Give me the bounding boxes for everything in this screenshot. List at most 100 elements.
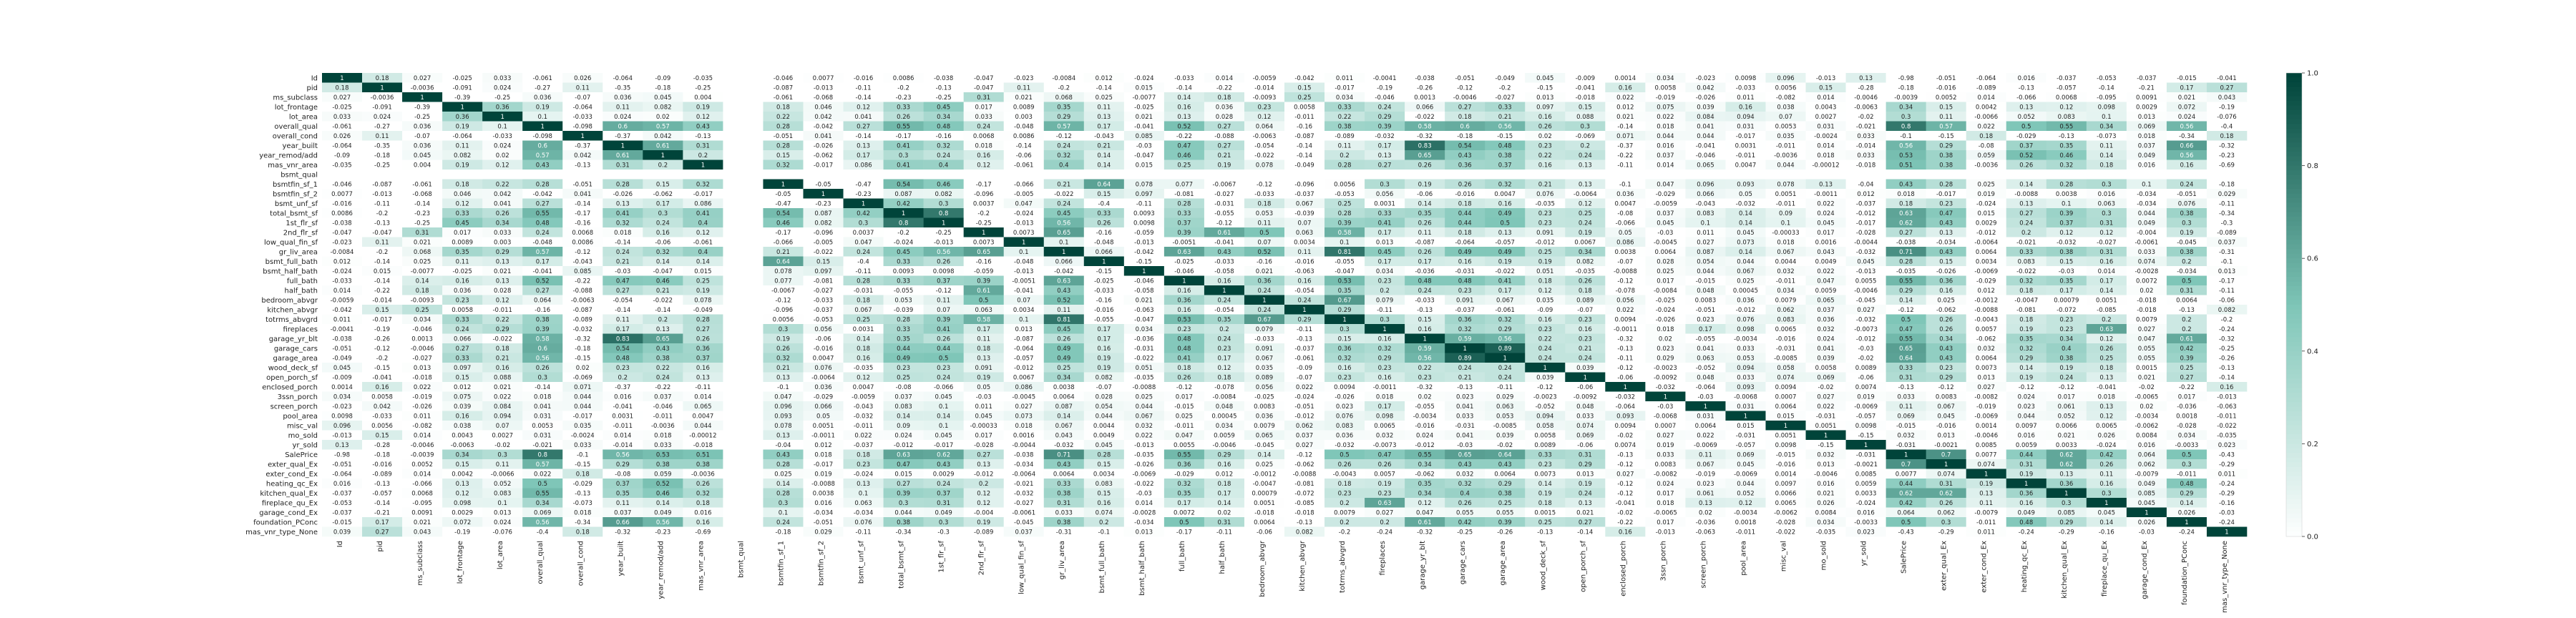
colorbar-tick-label: 0.4 xyxy=(2307,348,2318,355)
heatmap-cell-label: 0.19 xyxy=(2019,471,2033,478)
heatmap-cell-label: 0.38 xyxy=(1939,162,1953,169)
heatmap-cell xyxy=(522,112,563,122)
heatmap-cell xyxy=(1123,170,1165,180)
heatmap-cell-label: 0.26 xyxy=(696,481,710,488)
heatmap-cell-label: 0.038 xyxy=(1777,104,1794,111)
heatmap-cell xyxy=(1445,73,1485,83)
heatmap-cell-label: 1 xyxy=(862,200,865,207)
heatmap-cell-label: 0.0064 xyxy=(1254,519,1275,526)
heatmap-cell-label: -0.087 xyxy=(372,181,391,188)
heatmap-cell-label: -0.13 xyxy=(1537,529,1553,536)
heatmap-cell-label: -0.29 xyxy=(1938,529,1954,536)
heatmap-cell-label: 0.066 xyxy=(1697,191,1714,198)
heatmap-cell-label: -0.24 xyxy=(2179,529,2195,536)
heatmap-cell xyxy=(643,170,683,180)
colorbar-segment xyxy=(2286,341,2302,347)
heatmap-cell-label: 0.13 xyxy=(977,461,990,469)
heatmap-cell-label: -0.032 xyxy=(2057,239,2076,246)
heatmap-cell xyxy=(2006,102,2047,112)
heatmap-cell-label: -0.11 xyxy=(1377,307,1392,314)
heatmap-cell-label: 0.027 xyxy=(414,75,431,82)
heatmap-cell-label: -0.026 xyxy=(1134,461,1153,469)
heatmap-cell-label: 0.067 xyxy=(1136,413,1153,420)
heatmap-cell-label: 0.055 xyxy=(1456,509,1473,516)
heatmap-cell-label: 0.15 xyxy=(456,374,469,381)
heatmap-cell xyxy=(2006,82,2047,93)
heatmap-cell-label: 0.48 xyxy=(937,123,950,130)
heatmap-cell xyxy=(1805,140,1846,151)
heatmap-cell-label: 0.23 xyxy=(1378,278,1392,285)
heatmap-cell-label: 1 xyxy=(781,181,785,188)
heatmap-cell xyxy=(1083,121,1125,132)
heatmap-cell-label: -0.041 xyxy=(1134,123,1153,130)
heatmap-cell-label: 0.16 xyxy=(2019,500,2033,507)
heatmap-cell-label: 0.077 xyxy=(1176,181,1193,188)
heatmap-cell-label: 0.31 xyxy=(977,94,990,102)
heatmap-cell-label: 0.25 xyxy=(897,374,910,381)
heatmap-cell-label: 0.31 xyxy=(696,142,710,149)
heatmap-cell-label: -0.12 xyxy=(1537,384,1553,391)
heatmap-cell-label: 0.45 xyxy=(1057,326,1070,333)
heatmap-cell-label: 0.24 xyxy=(1057,142,1070,149)
heatmap-cell xyxy=(1163,121,1205,132)
heatmap-cell-label: 0.011 xyxy=(333,316,351,323)
heatmap-cell xyxy=(1845,92,1886,102)
heatmap-cell-label: -0.19 xyxy=(1377,84,1392,92)
heatmap-cell-label: -0.22 xyxy=(1176,133,1192,140)
heatmap-cell-label: -0.0082 xyxy=(1974,393,1998,401)
heatmap-cell-label: 0.35 xyxy=(1217,316,1231,323)
heatmap-cell-label: -0.037 xyxy=(2137,75,2156,82)
heatmap-cell-label: 0.19 xyxy=(1217,162,1231,169)
heatmap-cell-label: -0.015 xyxy=(1696,278,1715,285)
heatmap-cell-label: 0.38 xyxy=(656,355,670,362)
heatmap-cell xyxy=(643,102,683,112)
heatmap-cell xyxy=(723,343,763,353)
heatmap-cell-label: 0.023 xyxy=(1697,316,1714,323)
heatmap-cell-label: -0.035 xyxy=(1134,374,1153,381)
heatmap-cell-label: 0.1 xyxy=(497,500,507,507)
heatmap-cell-label: 1 xyxy=(340,75,343,82)
heatmap-cell-label: 0.091 xyxy=(1536,230,1553,237)
heatmap-cell-label: 0.56 xyxy=(536,519,550,526)
heatmap-cell-label: -0.012 xyxy=(1415,442,1434,449)
heatmap-cell-label: 0.0058 xyxy=(1294,104,1315,111)
heatmap-cell-label: -0.25 xyxy=(1457,529,1473,536)
heatmap-cell-label: -0.0077 xyxy=(1132,94,1156,102)
heatmap-cell-label: 0.2 xyxy=(2021,230,2031,237)
heatmap-cell-label: 0.048 xyxy=(1216,403,1233,411)
heatmap-cell xyxy=(1204,92,1245,102)
heatmap-cell xyxy=(1043,179,1085,190)
heatmap-cell-label: -0.0012 xyxy=(1253,471,1277,478)
heatmap-cell-label: 0.016 xyxy=(814,500,831,507)
heatmap-cell-label: -0.055 xyxy=(1335,258,1354,265)
heatmap-cell xyxy=(1324,131,1365,141)
heatmap-cell-label: 0.026 xyxy=(1817,500,1834,507)
heatmap-cell-label: -0.013 xyxy=(372,191,391,198)
heatmap-cell-label: -0.088 xyxy=(573,288,592,295)
heatmap-cell-label: -0.027 xyxy=(1014,500,1033,507)
heatmap-cell-label: -0.032 xyxy=(1616,393,1635,401)
heatmap-cell-label: 0.24 xyxy=(656,374,670,381)
heatmap-cell xyxy=(803,140,844,151)
heatmap-cell-label: -0.2 xyxy=(1058,84,1070,92)
heatmap-cell-label: 0.24 xyxy=(1538,355,1552,362)
heatmap-cell-label: -0.009 xyxy=(1576,75,1595,82)
heatmap-cell-label: -0.061 xyxy=(412,181,431,188)
heatmap-cell-label: 0.052 xyxy=(2058,413,2075,420)
heatmap-cell xyxy=(963,131,1005,141)
y-tick-label: bsmt_full_bath xyxy=(265,258,318,266)
heatmap-cell-label: 0.087 xyxy=(894,191,912,198)
heatmap-cell-label: 0.25 xyxy=(1498,500,1512,507)
heatmap-cell-label: 0.078 xyxy=(1136,181,1153,188)
heatmap-cell-label: 0.18 xyxy=(576,529,590,536)
heatmap-cell-label: -0.012 xyxy=(1014,365,1033,372)
heatmap-cell-label: 0.018 xyxy=(2098,393,2115,401)
heatmap-cell-label: -0.14 xyxy=(1176,84,1192,92)
heatmap-cell-label: 0.025 xyxy=(1938,297,1955,304)
heatmap-cell-label: 0.19 xyxy=(1097,365,1111,372)
heatmap-cell-label: -0.015 xyxy=(1776,451,1795,458)
heatmap-cell-label: 0.024 xyxy=(494,84,511,92)
heatmap-cell-label: -0.012 xyxy=(1976,230,1996,237)
heatmap-cell-label: 0.066 xyxy=(1416,104,1433,111)
heatmap-cell-label: 0.0074 xyxy=(1614,442,1636,449)
